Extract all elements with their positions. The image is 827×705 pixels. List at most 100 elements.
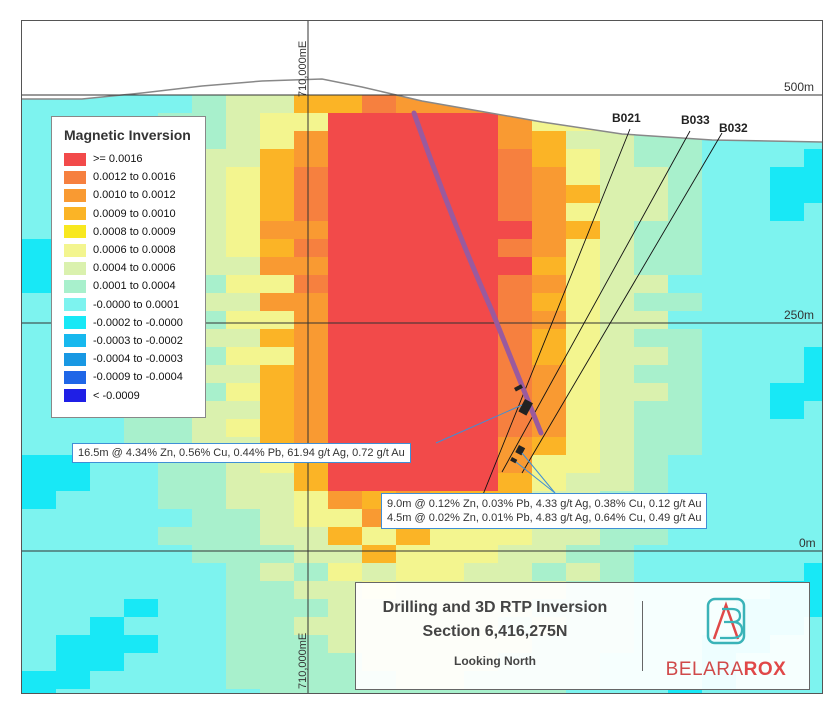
inversion-cell [362, 113, 397, 132]
inversion-cell [362, 167, 397, 186]
inversion-cell [294, 311, 329, 330]
inversion-cell [260, 203, 295, 222]
inversion-cell [736, 185, 771, 204]
inversion-cell [464, 311, 499, 330]
inversion-cell [294, 473, 329, 492]
inversion-cell [226, 527, 261, 546]
inversion-cell [56, 617, 91, 636]
inversion-cell [328, 419, 363, 438]
inversion-cell [226, 689, 261, 693]
inversion-cell [260, 257, 295, 276]
inversion-cell [362, 293, 397, 312]
inversion-cell [464, 167, 499, 186]
inversion-cell [532, 455, 567, 474]
legend-item: -0.0003 to -0.0002 [64, 332, 205, 350]
inversion-cell [464, 383, 499, 402]
inversion-cell [192, 581, 227, 600]
intercept-callout-lower: 9.0m @ 0.12% Zn, 0.03% Pb, 4.33 g/t Ag, … [381, 493, 708, 529]
inversion-cell [22, 401, 57, 420]
elevation-label-top: 500m [784, 80, 815, 94]
inversion-cell [464, 563, 499, 582]
inversion-cell [770, 455, 805, 474]
inversion-cell [260, 689, 295, 693]
inversion-cell [328, 95, 363, 114]
intercept-callout-upper: 16.5m @ 4.34% Zn, 0.56% Cu, 0.44% Pb, 61… [72, 443, 411, 463]
inversion-cell [192, 527, 227, 546]
inversion-cell [804, 311, 822, 330]
inversion-cell [770, 185, 805, 204]
inversion-cell [158, 653, 193, 672]
inversion-cell [396, 419, 431, 438]
inversion-cell [22, 149, 57, 168]
inversion-cell [362, 473, 397, 492]
inversion-cell [90, 473, 125, 492]
inversion-cell [668, 383, 703, 402]
inversion-cell [362, 527, 397, 546]
inversion-cell [566, 167, 601, 186]
logo-wordmark: BELARAROX [656, 659, 796, 681]
inversion-cell [600, 311, 635, 330]
inversion-cell [634, 437, 669, 456]
inversion-cell [226, 131, 261, 150]
inversion-cell [464, 185, 499, 204]
inversion-cell [362, 689, 397, 693]
inversion-cell [396, 239, 431, 258]
inversion-cell [294, 599, 329, 618]
inversion-cell [260, 545, 295, 564]
inversion-cell [532, 185, 567, 204]
inversion-cell [532, 689, 567, 693]
inversion-cell [430, 131, 465, 150]
inversion-cell [566, 329, 601, 348]
inversion-cell [294, 95, 329, 114]
inversion-cell [736, 527, 771, 546]
inversion-cell [430, 455, 465, 474]
inversion-cell [532, 203, 567, 222]
inversion-cell [124, 599, 159, 618]
inversion-cell [600, 383, 635, 402]
inversion-cell [396, 473, 431, 492]
elevation-label-bottom: 0m [799, 536, 816, 550]
inversion-cell [702, 545, 737, 564]
inversion-cell [396, 185, 431, 204]
inversion-cell [668, 437, 703, 456]
legend-item: 0.0004 to 0.0006 [64, 259, 205, 277]
inversion-cell [56, 473, 91, 492]
inversion-cell [22, 239, 57, 258]
inversion-cell [396, 563, 431, 582]
inversion-cell [634, 149, 669, 168]
inversion-cell [464, 239, 499, 258]
legend-swatch [64, 389, 86, 403]
inversion-cell [770, 401, 805, 420]
legend-item: -0.0002 to -0.0000 [64, 314, 205, 332]
inversion-cell [532, 473, 567, 492]
legend-label: 0.0008 to 0.0009 [93, 225, 176, 238]
inversion-cell [770, 239, 805, 258]
inversion-cell [804, 185, 822, 204]
legend-label: 0.0006 to 0.0008 [93, 244, 176, 257]
inversion-cell [294, 257, 329, 276]
inversion-cell [192, 419, 227, 438]
inversion-cell [362, 563, 397, 582]
inversion-cell [600, 185, 635, 204]
inversion-cell [328, 131, 363, 150]
inversion-cell [294, 329, 329, 348]
inversion-cell [804, 329, 822, 348]
inversion-cell [702, 527, 737, 546]
inversion-cell [566, 473, 601, 492]
inversion-cell [566, 419, 601, 438]
inversion-cell [396, 527, 431, 546]
inversion-cell [770, 149, 805, 168]
inversion-cell [736, 257, 771, 276]
inversion-cell [702, 383, 737, 402]
inversion-cell [328, 239, 363, 258]
inversion-cell [294, 689, 329, 693]
inversion-cell [702, 455, 737, 474]
intercept-marker [510, 456, 518, 464]
inversion-cell [192, 671, 227, 690]
inversion-cell [226, 113, 261, 132]
callout-leader [515, 461, 556, 494]
inversion-cell [56, 581, 91, 600]
inversion-cell [328, 635, 363, 654]
inversion-cell [328, 509, 363, 528]
inversion-cell [226, 581, 261, 600]
